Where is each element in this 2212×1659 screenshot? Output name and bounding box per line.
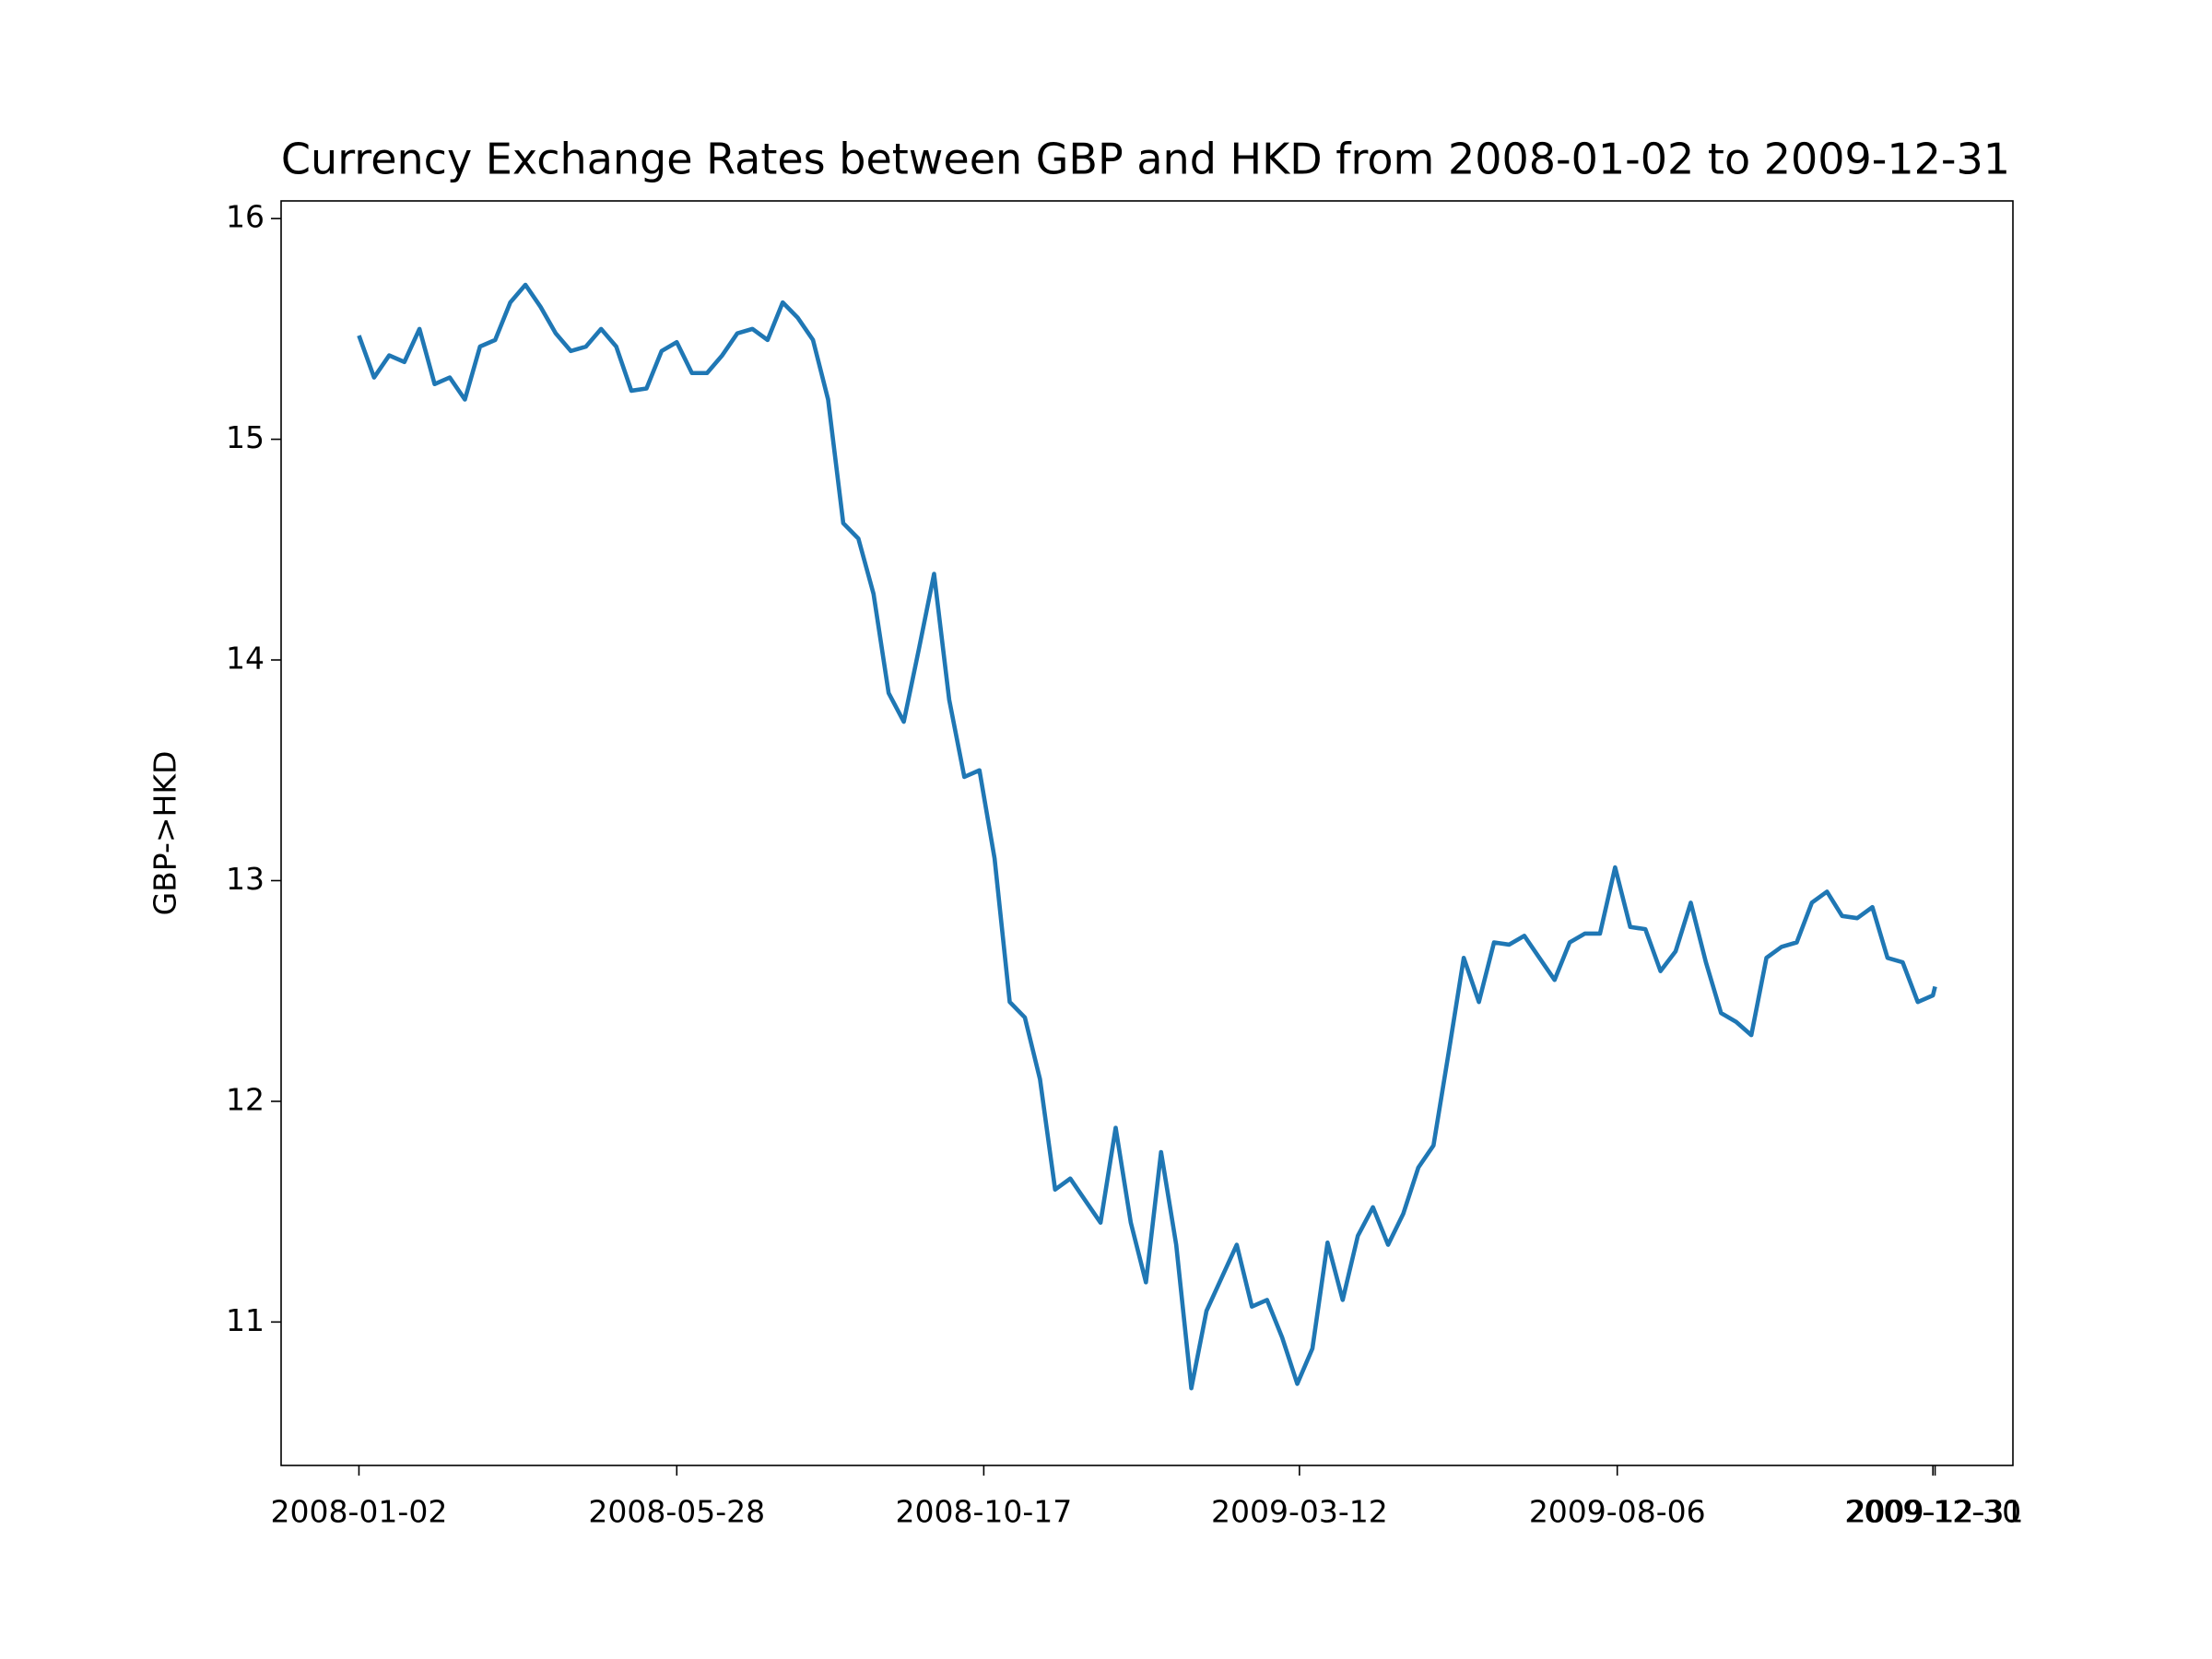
x-tick-label: 2009-12-31: [1847, 1494, 2024, 1530]
x-tick-label: 2009-08-06: [1529, 1494, 1706, 1530]
x-tick-label: 2008-10-17: [896, 1494, 1073, 1530]
x-tick-label: 2008-05-28: [588, 1494, 765, 1530]
y-tick-label: 11: [226, 1302, 265, 1338]
chart-title: Currency Exchange Rates between GBP and …: [281, 135, 2010, 184]
x-tick-label: 2009-03-12: [1211, 1494, 1388, 1530]
y-axis-label: GBP->HKD: [147, 751, 183, 916]
y-tick-label: 16: [226, 199, 265, 235]
y-tick-label: 12: [226, 1081, 265, 1117]
y-tick-label: 14: [226, 641, 265, 677]
x-tick-label: 2008-01-02: [271, 1494, 448, 1530]
y-tick-label: 13: [226, 861, 265, 897]
y-tick-label: 15: [226, 419, 265, 455]
